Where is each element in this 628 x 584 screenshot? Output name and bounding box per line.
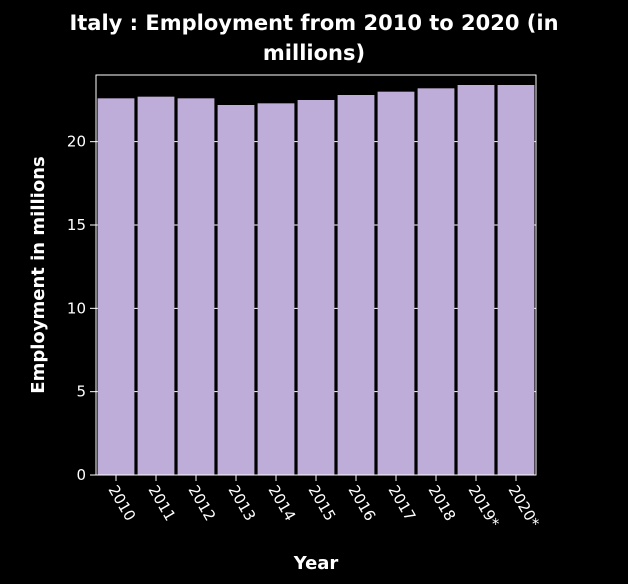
- y-axis-title: Employment in millions: [28, 156, 49, 393]
- bar: [377, 91, 415, 476]
- y-tick-label: 5: [76, 383, 86, 401]
- y-tick-label: 20: [67, 133, 86, 151]
- x-tick-label: 2018: [425, 482, 460, 524]
- chart-title-line-1: Italy : Employment from 2010 to 2020 (in: [69, 11, 559, 35]
- x-tick-label: 2012: [185, 482, 220, 524]
- bar: [417, 88, 455, 475]
- x-tick-label: 2015: [305, 482, 340, 524]
- x-tick-label: 2010: [105, 482, 140, 524]
- bar: [217, 105, 255, 475]
- bar: [257, 103, 295, 475]
- y-tick-label: 10: [67, 299, 86, 317]
- bar: [297, 100, 335, 475]
- y-tick-label: 0: [76, 466, 86, 484]
- x-tick-label: 2017: [385, 482, 420, 524]
- bar: [497, 85, 535, 475]
- bar: [177, 98, 215, 475]
- chart-title: Italy : Employment from 2010 to 2020 (in…: [0, 8, 628, 68]
- bar: [337, 95, 375, 475]
- bar: [457, 85, 495, 475]
- chart-title-line-2: millions): [262, 41, 366, 65]
- bar: [137, 96, 175, 476]
- x-tick-label: 2011: [145, 482, 180, 524]
- bar: [97, 98, 135, 475]
- y-tick-label: 15: [67, 216, 86, 234]
- x-tick-label: 2014: [265, 482, 300, 524]
- x-tick-label: 2020*: [505, 482, 544, 531]
- x-tick-label: 2019*: [465, 482, 504, 531]
- x-tick-label: 2016: [345, 482, 380, 524]
- x-tick-label: 2013: [225, 482, 260, 524]
- x-axis-title: Year: [293, 553, 339, 574]
